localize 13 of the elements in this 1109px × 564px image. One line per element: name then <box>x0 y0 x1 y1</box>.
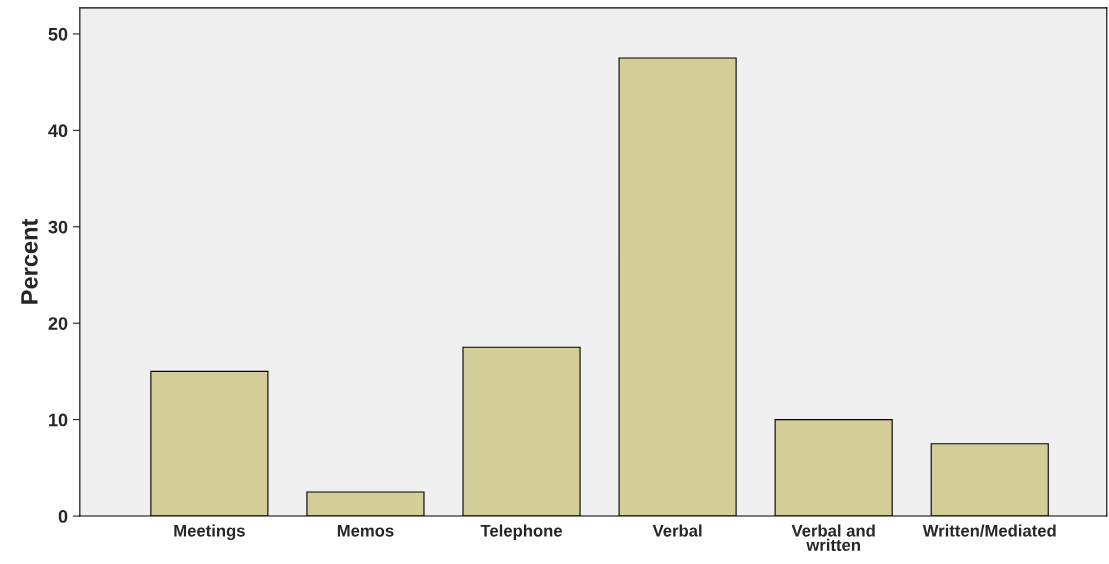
y-tick-label: 40 <box>48 124 68 138</box>
x-tick-label: Telephone <box>480 524 563 540</box>
x-tick-label: Meetings <box>174 524 245 540</box>
y-tick-label: 30 <box>48 220 68 234</box>
y-tick-label: 0 <box>58 509 68 523</box>
x-tick-label: Verbal and written <box>791 524 875 551</box>
y-tick-label: 50 <box>48 27 68 41</box>
x-tick-label: Verbal <box>652 524 702 537</box>
x-tick-label: Written/Mediated <box>922 524 1056 537</box>
y-tick-label: 20 <box>48 317 68 330</box>
y-tick-label: 10 <box>49 413 68 427</box>
x-tick-label: Memos <box>337 525 394 537</box>
y-axis-title: Percent <box>21 218 38 304</box>
